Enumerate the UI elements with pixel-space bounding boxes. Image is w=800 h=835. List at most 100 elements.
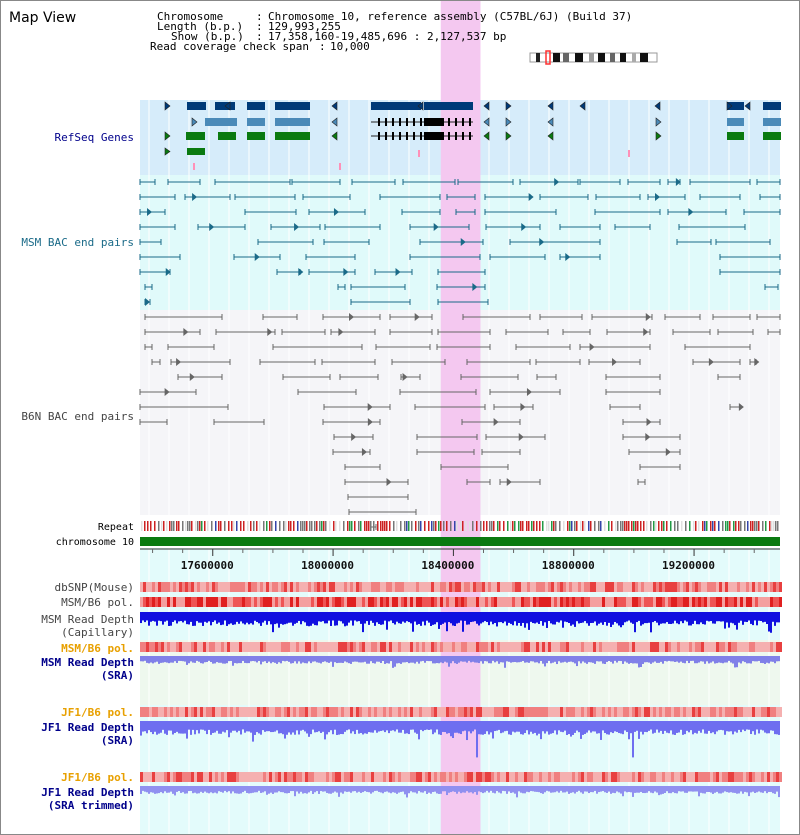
track-label-msm-depth-sra[interactable]: MSM Read Depth <box>41 656 134 669</box>
depth-bar <box>562 721 564 733</box>
heat-cell <box>242 642 245 652</box>
depth-bar <box>268 721 270 732</box>
track-label-msm-pol[interactable]: MSM/B6 pol. <box>61 596 134 609</box>
depth-bar <box>556 656 558 665</box>
heat-cell <box>368 642 371 652</box>
depth-bar <box>488 612 490 626</box>
depth-bar <box>722 612 724 622</box>
track-label-jf1-pol[interactable]: JF1/B6 pol. <box>61 706 134 719</box>
heat-cell <box>629 642 632 652</box>
depth-bar <box>220 656 222 663</box>
heat-cell <box>593 597 596 607</box>
heat-cell <box>770 642 773 652</box>
heat-cell <box>185 582 188 592</box>
heat-cell <box>179 597 182 607</box>
repeat-element <box>633 521 635 531</box>
depth-bar <box>176 786 178 792</box>
heat-cell <box>311 772 314 782</box>
depth-bar <box>290 612 292 623</box>
heat-cell <box>656 772 659 782</box>
heat-cell <box>269 597 272 607</box>
depth-bar <box>150 612 152 622</box>
heat-cell <box>395 582 398 592</box>
depth-bar <box>750 786 752 793</box>
depth-bar <box>180 721 182 734</box>
depth-bar <box>480 721 482 735</box>
heat-cell <box>392 597 395 607</box>
refseq-strand-arrow <box>483 101 490 111</box>
heat-cell <box>431 642 434 652</box>
depth-bar <box>696 612 698 625</box>
track-label-msm-pol-sra[interactable]: MSM/B6 pol. <box>61 642 134 655</box>
track-label-dbsnp[interactable]: dbSNP(Mouse) <box>54 581 134 594</box>
depth-bar <box>754 721 756 735</box>
depth-bar <box>664 786 666 793</box>
depth-bar <box>526 786 528 792</box>
track-label-msm-depth-capillary[interactable]: MSM Read Depth <box>41 613 134 626</box>
depth-bar <box>388 786 390 793</box>
depth-bar <box>510 786 512 793</box>
depth-bar <box>210 721 212 735</box>
depth-bar <box>524 612 526 628</box>
depth-bar <box>750 656 752 664</box>
track-label-chromosome[interactable]: chromosome 10 <box>55 537 134 548</box>
heat-cell <box>389 642 392 652</box>
depth-bar <box>402 786 404 792</box>
heat-cell <box>500 597 503 607</box>
depth-bar <box>334 786 336 792</box>
depth-bar <box>596 786 598 794</box>
heat-cell <box>218 642 221 652</box>
refseq-gene-exon <box>187 148 205 155</box>
heat-cell <box>395 642 398 652</box>
depth-bar <box>454 612 456 626</box>
jf1-pol-track <box>140 707 782 717</box>
track-label-repeat[interactable]: Repeat <box>97 522 134 533</box>
depth-bar <box>160 656 162 663</box>
depth-bar <box>154 612 156 622</box>
heat-cell <box>623 582 626 592</box>
ideogram-position-marker <box>545 50 551 65</box>
depth-bar <box>326 612 328 624</box>
depth-bar <box>662 786 664 794</box>
depth-bar <box>346 612 348 626</box>
heat-cell <box>488 642 491 652</box>
repeat-element <box>518 521 520 531</box>
depth-bar <box>560 786 562 791</box>
heat-cell <box>272 642 275 652</box>
track-label-refseq[interactable]: RefSeq Genes <box>54 131 134 144</box>
bac-end-arrow <box>612 358 618 366</box>
heat-cell <box>635 642 638 652</box>
depth-bar <box>398 721 400 733</box>
ideogram-band <box>610 53 615 62</box>
depth-bar <box>336 721 338 735</box>
depth-bar <box>550 612 552 624</box>
depth-bar <box>438 721 440 735</box>
depth-bar <box>236 612 238 622</box>
repeat-element <box>393 521 395 531</box>
heat-cell <box>233 642 236 652</box>
track-label-jf1-depth-trimmed[interactable]: JF1 Read Depth <box>41 786 134 799</box>
depth-bar <box>532 721 534 734</box>
depth-bar <box>466 612 468 625</box>
track-label-jf1-depth[interactable]: JF1 Read Depth <box>41 721 134 734</box>
track-label-msm-bac[interactable]: MSM BAC end pairs <box>21 236 134 249</box>
track-label-b6n-bac[interactable]: B6N BAC end pairs <box>21 410 134 423</box>
heat-cell <box>239 642 242 652</box>
depth-bar <box>570 656 572 662</box>
depth-bar <box>678 656 680 663</box>
depth-bar <box>146 721 148 734</box>
depth-bar <box>482 786 484 794</box>
heat-cell <box>515 707 518 717</box>
heat-cell <box>695 582 698 592</box>
heat-cell <box>209 772 212 782</box>
heat-cell <box>248 597 251 607</box>
repeat-element <box>677 521 679 531</box>
track-label-jf1-pol-trimmed[interactable]: JF1/B6 pol. <box>61 771 134 784</box>
heat-cell <box>458 597 461 607</box>
heat-cell <box>662 582 665 592</box>
heat-cell <box>359 597 362 607</box>
heat-cell <box>698 582 701 592</box>
repeat-element <box>580 521 582 531</box>
